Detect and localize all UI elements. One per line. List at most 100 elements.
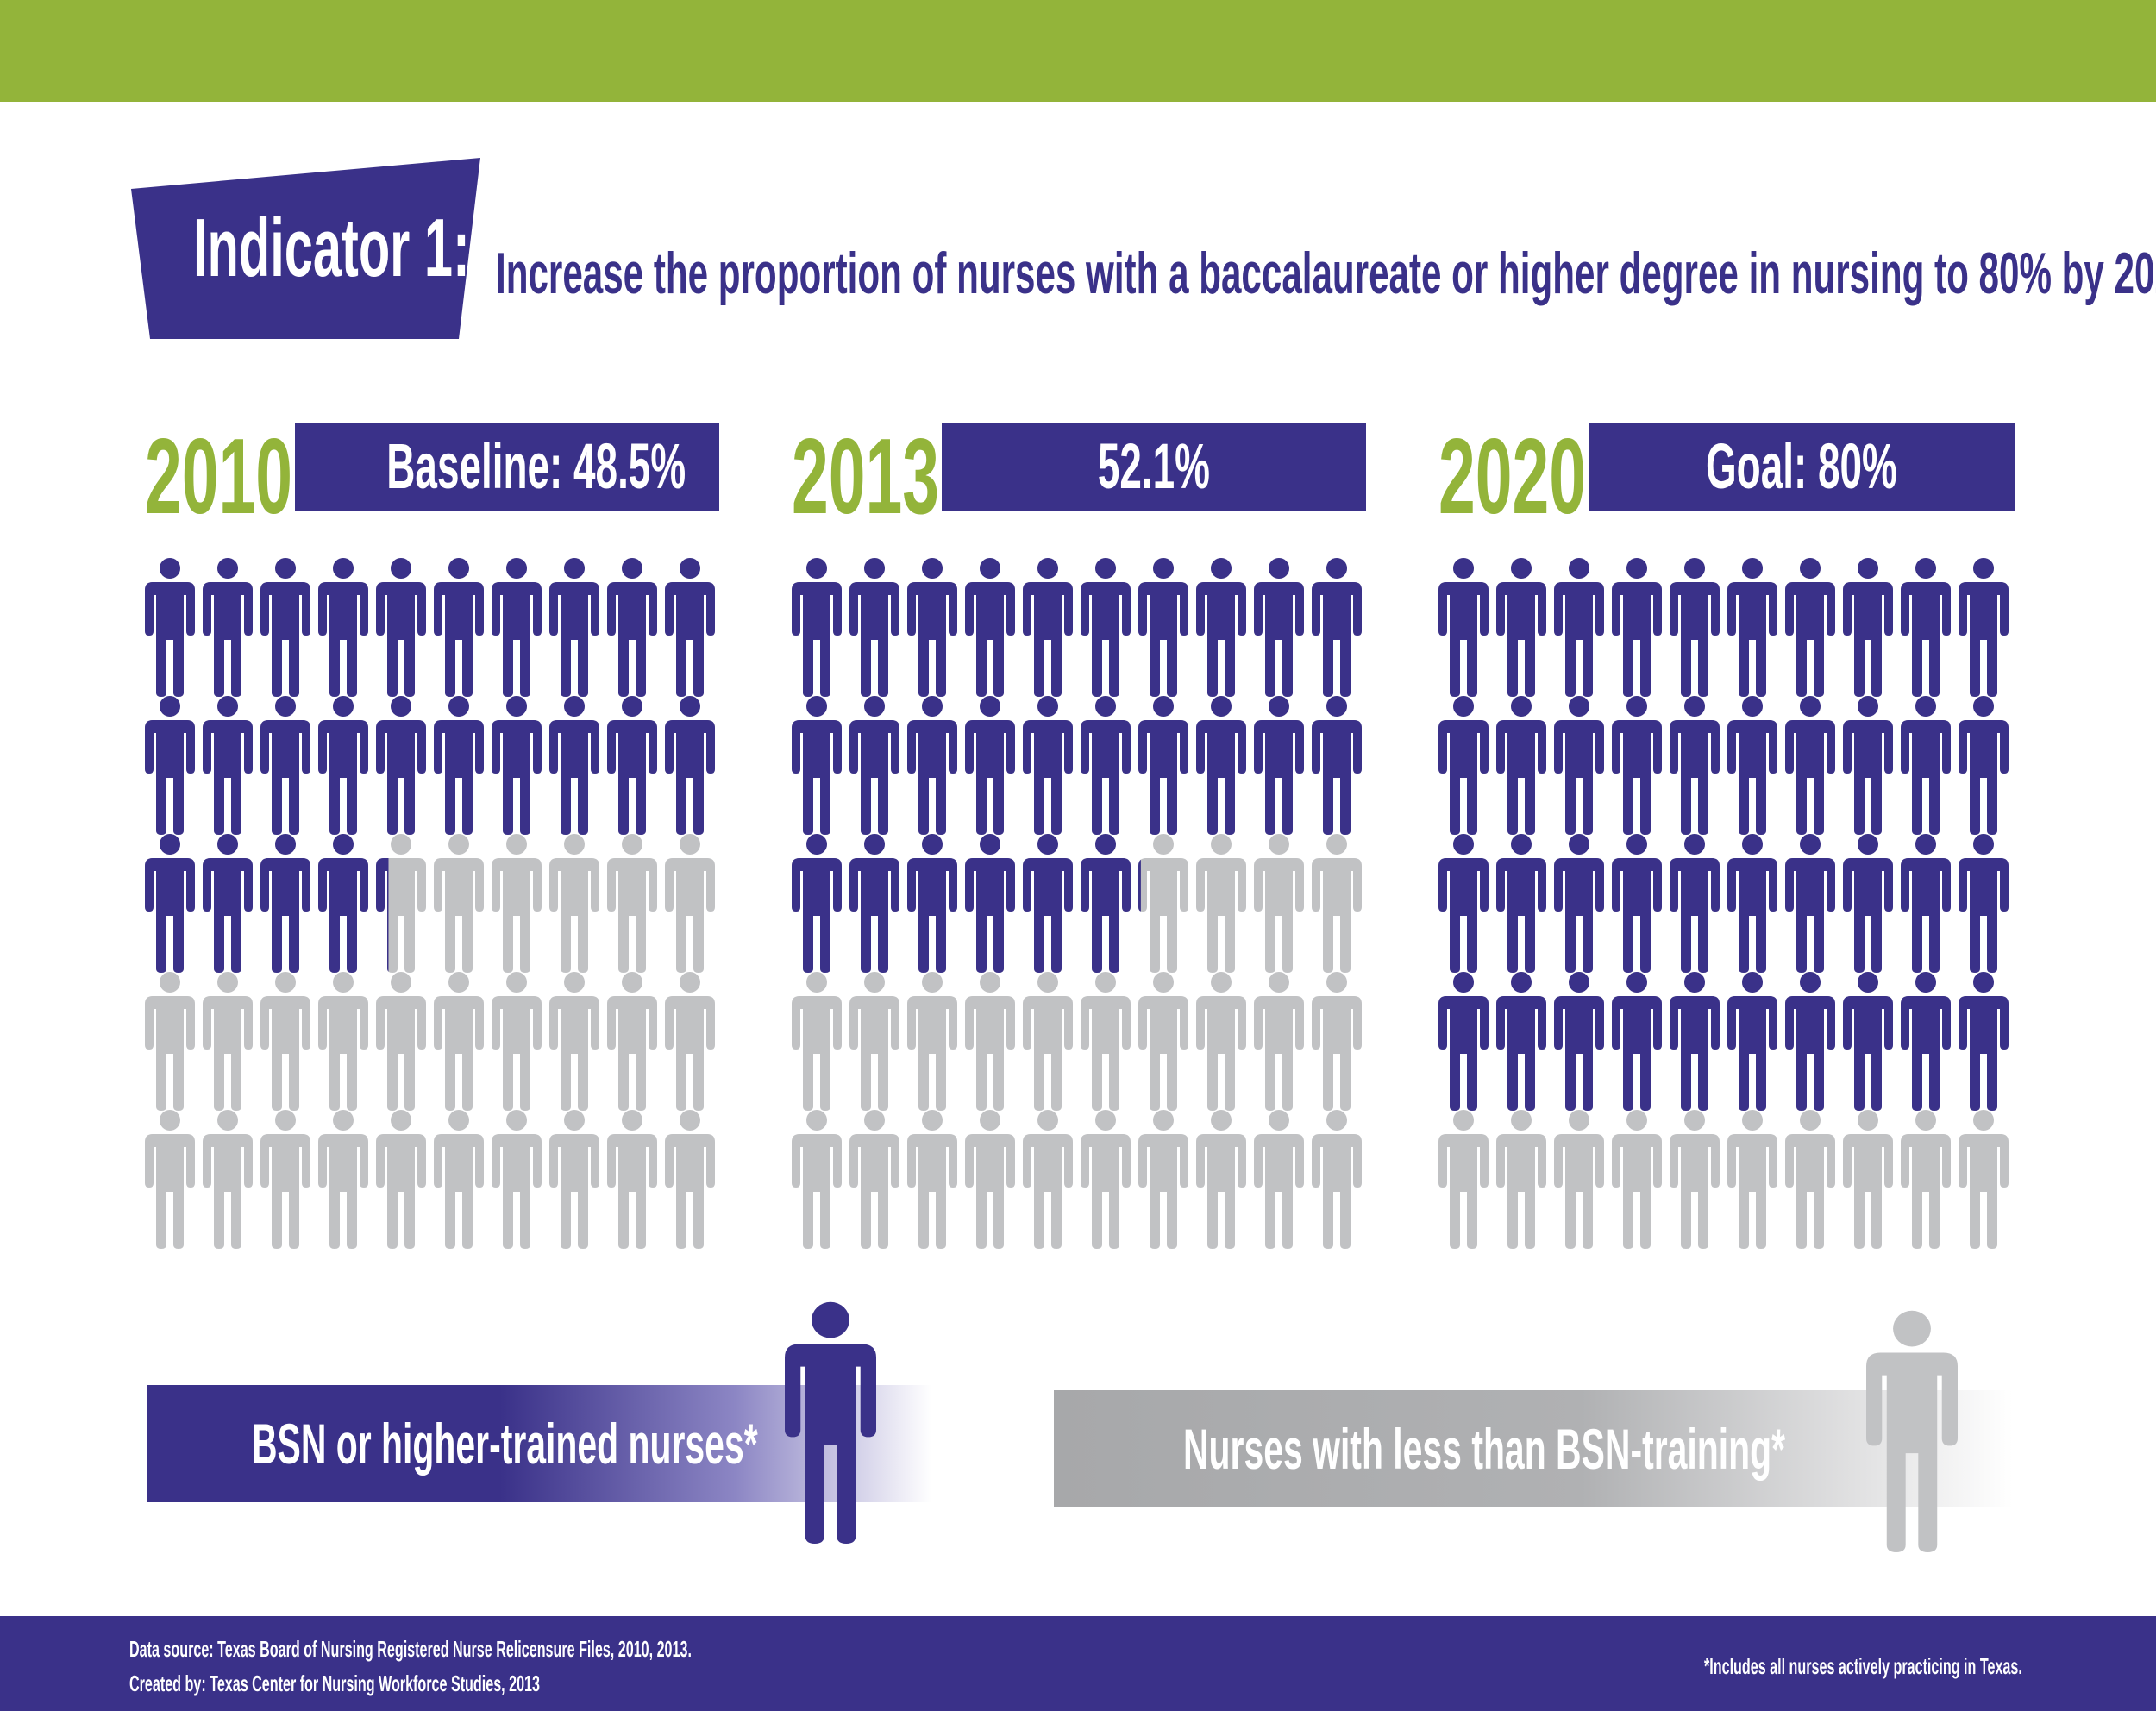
nurse-person-icon [1959, 1109, 2009, 1249]
nurse-person-icon [492, 833, 542, 973]
nurse-person-icon [376, 557, 426, 697]
nurse-person-icon [1196, 695, 1246, 835]
nurse-person-icon [965, 557, 1015, 697]
nurse-person-icon [549, 695, 599, 835]
nurse-person-icon [318, 695, 368, 835]
nurse-person-icon [1138, 833, 1188, 973]
nurse-person-icon [1496, 1109, 1546, 1249]
nurse-person-icon [318, 1109, 368, 1249]
nurse-person-icon [607, 557, 657, 697]
nurse-person-icon [1312, 695, 1362, 835]
footer-data-source: Data source: Texas Board of Nursing Regi… [129, 1636, 692, 1662]
nurse-person-icon [849, 1109, 899, 1249]
nurse-person-icon [1438, 557, 1489, 697]
nurse-person-icon [607, 971, 657, 1111]
nurse-person-icon [1670, 833, 1720, 973]
legend-non-bsn-person-icon [1866, 1309, 1958, 1552]
nurse-person-icon [792, 557, 842, 697]
nurse-person-icon [1843, 695, 1893, 835]
nurse-person-icon [1023, 833, 1073, 973]
nurse-person-icon [1670, 557, 1720, 697]
nurse-person-icon [145, 1109, 195, 1249]
nurse-person-icon [1959, 695, 2009, 835]
legend-non-bsn-label: Nurses with less than BSN-training* [1183, 1417, 1786, 1481]
nurse-person-icon [145, 557, 195, 697]
nurse-person-icon [434, 833, 484, 973]
year-label: 2010 [145, 417, 293, 536]
footer-created-by: Created by: Texas Center for Nursing Wor… [129, 1670, 540, 1696]
nurse-person-icon [145, 833, 195, 973]
nurse-person-icon [849, 695, 899, 835]
nurse-person-icon [1554, 1109, 1604, 1249]
nurse-person-icon [907, 971, 957, 1111]
nurse-person-icon [665, 695, 715, 835]
nurse-person-icon [607, 695, 657, 835]
nurse-person-icon [318, 557, 368, 697]
nurse-person-icon [1196, 971, 1246, 1111]
nurse-person-icon [907, 1109, 957, 1249]
nurse-person-icon [1612, 557, 1662, 697]
nurse-person-icon [376, 695, 426, 835]
nurse-person-icon [1138, 695, 1188, 835]
nurse-person-icon [376, 833, 426, 973]
nurse-person-icon [1727, 833, 1777, 973]
nurse-person-icon [1196, 1109, 1246, 1249]
nurse-person-icon [318, 833, 368, 973]
nurse-person-icon [965, 1109, 1015, 1249]
nurse-person-icon [1312, 1109, 1362, 1249]
footer-note: *Includes all nurses actively practicing… [1704, 1653, 2022, 1679]
nurse-person-icon [665, 1109, 715, 1249]
nurse-person-icon [1254, 557, 1304, 697]
nurse-person-icon [1959, 833, 2009, 973]
panel-value-label: 52.1% [942, 423, 1366, 511]
nurse-person-icon [1438, 695, 1489, 835]
nurse-person-icon [607, 833, 657, 973]
nurse-person-icon [849, 833, 899, 973]
nurse-person-icon [260, 557, 310, 697]
nurse-person-icon [376, 971, 426, 1111]
nurse-person-icon [1612, 971, 1662, 1111]
nurse-person-icon [1196, 833, 1246, 973]
nurse-person-icon [203, 695, 253, 835]
nurse-person-icon [665, 557, 715, 697]
nurse-person-icon [492, 695, 542, 835]
nurse-person-icon [1727, 557, 1777, 697]
nurse-person-icon [1670, 1109, 1720, 1249]
nurse-person-icon [434, 971, 484, 1111]
nurse-person-icon [1554, 833, 1604, 973]
nurse-person-icon [1785, 1109, 1835, 1249]
nurse-person-icon [549, 971, 599, 1111]
nurse-person-icon [260, 695, 310, 835]
nurse-person-icon [1254, 971, 1304, 1111]
nurse-person-icon [1312, 971, 1362, 1111]
nurse-person-icon [492, 557, 542, 697]
nurse-person-icon [665, 971, 715, 1111]
nurse-person-icon [1901, 971, 1951, 1111]
nurse-person-icon [1254, 695, 1304, 835]
nurse-person-icon [260, 971, 310, 1111]
nurse-person-icon [318, 971, 368, 1111]
nurse-person-icon [1081, 833, 1131, 973]
nurse-person-icon [665, 833, 715, 973]
nurse-person-icon [1496, 833, 1546, 973]
indicator-badge: Indicator 1: [131, 158, 480, 339]
nurse-person-icon [1081, 971, 1131, 1111]
year-label: 2020 [1438, 417, 1587, 536]
nurse-person-icon [203, 971, 253, 1111]
legend-bsn-bar [147, 1385, 931, 1502]
nurse-person-icon [1901, 557, 1951, 697]
nurse-person-icon [792, 833, 842, 973]
nurse-person-icon [260, 833, 310, 973]
nurse-person-icon [1138, 971, 1188, 1111]
nurse-person-icon [1843, 971, 1893, 1111]
nurse-person-icon [1138, 1109, 1188, 1249]
nurse-person-icon [1785, 833, 1835, 973]
nurse-person-icon [1196, 557, 1246, 697]
nurse-person-icon [1785, 695, 1835, 835]
nurse-person-icon [1081, 1109, 1131, 1249]
top-banner [0, 0, 2156, 102]
nurse-person-icon [1023, 695, 1073, 835]
nurse-person-icon [1312, 557, 1362, 697]
nurse-person-icon [145, 695, 195, 835]
nurse-person-icon [907, 695, 957, 835]
